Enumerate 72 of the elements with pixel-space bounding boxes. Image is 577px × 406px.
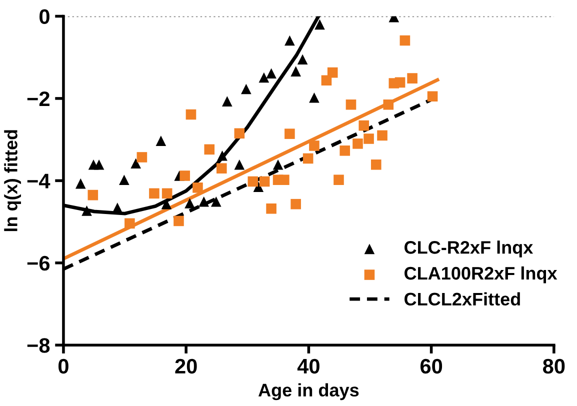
point [119, 174, 130, 185]
point [284, 128, 295, 139]
point [130, 158, 141, 169]
point [204, 144, 215, 155]
x-tick-label: 0 [58, 358, 68, 374]
point [174, 216, 184, 226]
point [309, 92, 320, 103]
point [222, 96, 232, 106]
point [234, 159, 245, 170]
y-tick-label: −4 [27, 174, 50, 188]
point [284, 35, 295, 46]
point [162, 188, 172, 199]
point [184, 198, 195, 208]
point [340, 146, 350, 156]
point [259, 176, 270, 187]
point [210, 196, 222, 207]
point [346, 99, 356, 110]
point [309, 140, 320, 151]
point [377, 130, 388, 141]
x-axis-title: Age in days [258, 383, 359, 400]
y-axis-title: ln q(x) fitted [4, 130, 21, 232]
point [186, 109, 196, 120]
point [75, 178, 86, 189]
point [358, 120, 370, 131]
point [314, 19, 325, 30]
point [297, 54, 308, 65]
point [156, 136, 166, 146]
point [266, 203, 276, 214]
point [192, 182, 203, 193]
point [124, 218, 135, 229]
point [383, 99, 394, 110]
point [88, 190, 98, 200]
point [217, 150, 228, 161]
legend-label: CLA100R2xF lnqx [404, 266, 558, 284]
point [198, 196, 210, 207]
point [290, 66, 301, 76]
point [352, 138, 363, 149]
y-tick-label: −8 [27, 338, 50, 353]
point [82, 206, 92, 216]
point [279, 174, 290, 185]
x-tick-label: 60 [420, 358, 442, 374]
point [327, 67, 338, 78]
point [241, 84, 252, 94]
legend-label: CLCL2xFitted [404, 292, 520, 306]
x-tick-label: 20 [175, 358, 197, 374]
point [258, 72, 270, 83]
point [370, 159, 382, 170]
point [290, 198, 301, 210]
point [149, 188, 160, 199]
point [302, 153, 314, 164]
point [248, 176, 258, 187]
point [216, 163, 227, 174]
x-tick-label: 80 [542, 358, 565, 374]
point [427, 91, 438, 102]
point [364, 134, 374, 144]
point [400, 35, 410, 46]
point [334, 174, 344, 185]
y-tick-label: −6 [27, 256, 50, 271]
point [234, 128, 245, 139]
point [266, 68, 276, 79]
legend-label: CLC-R2xF lnqx [404, 240, 534, 258]
point [94, 159, 104, 170]
point [321, 75, 332, 86]
point [272, 159, 284, 170]
y-tick-label: 0 [40, 9, 50, 24]
point [136, 152, 148, 162]
x-tick-label: 40 [297, 358, 320, 374]
y-tick-label: −2 [27, 91, 50, 106]
point [112, 202, 123, 213]
point [180, 170, 190, 181]
point [407, 73, 418, 84]
point [394, 77, 406, 88]
